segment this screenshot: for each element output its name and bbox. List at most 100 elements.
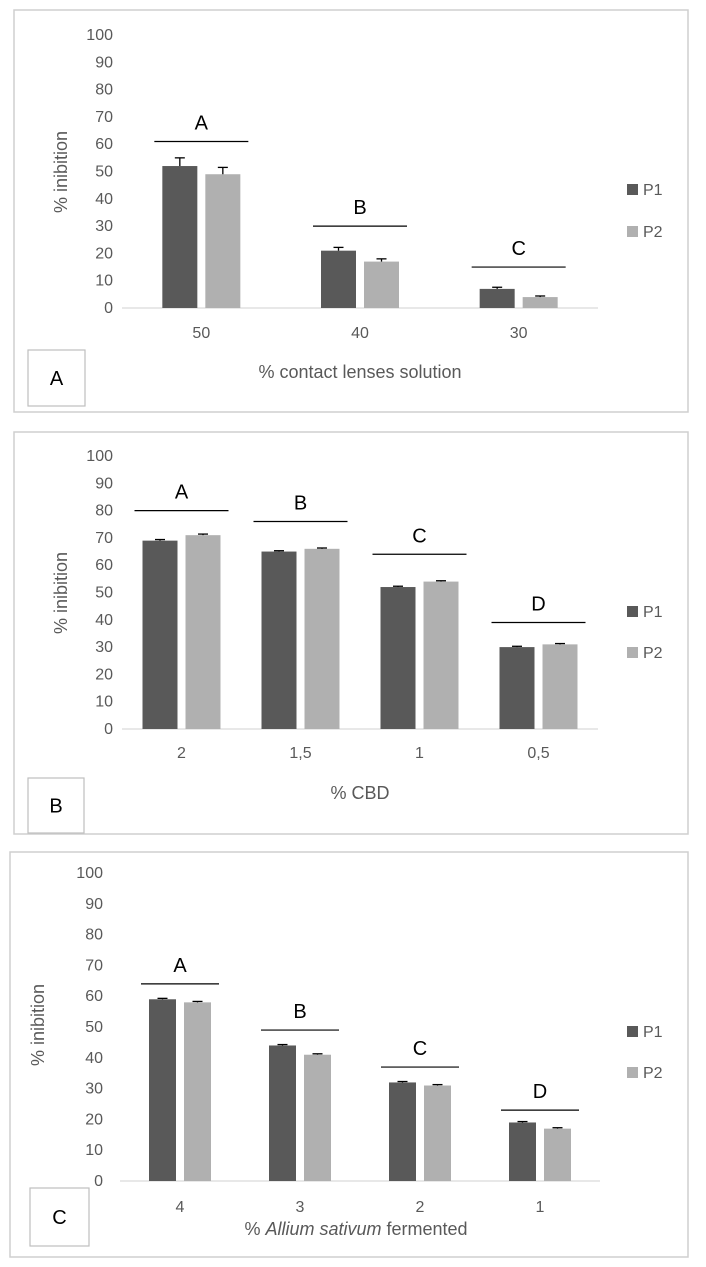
- y-tick-label: 0: [94, 1173, 103, 1190]
- bar-p1: [321, 250, 356, 308]
- legend-swatch-p1: [627, 184, 638, 195]
- y-tick-label: 60: [95, 557, 113, 574]
- panel-label-box: [27, 349, 86, 407]
- legend-swatch-p2: [627, 226, 638, 237]
- y-tick-label: 40: [85, 1050, 103, 1067]
- y-tick-label: 0: [104, 300, 113, 317]
- significance-letter: B: [353, 197, 366, 219]
- legend-swatch-p2: [627, 1067, 638, 1078]
- y-tick-label: 70: [95, 530, 113, 547]
- bar-p2: [424, 1085, 451, 1181]
- y-tick-label: 90: [95, 54, 113, 71]
- legend-label-p2: P2: [643, 645, 663, 662]
- y-tick-label: 60: [95, 136, 113, 153]
- y-tick-label: 40: [95, 191, 113, 208]
- y-tick-label: 60: [85, 988, 103, 1005]
- legend-label-p1: P1: [643, 182, 663, 199]
- y-tick-label: 70: [95, 109, 113, 126]
- x-tick-label: 30: [510, 325, 528, 342]
- y-tick-label: 90: [95, 475, 113, 492]
- x-tick-label: 50: [192, 325, 210, 342]
- chart-panel-a: 0 10 20 30 40 50 60 70 80 90 100 % inibition 50 A 40 B 3…: [13, 9, 689, 413]
- y-tick-label: 50: [95, 585, 113, 602]
- legend-swatch-p2: [627, 647, 638, 658]
- y-tick-label: 0: [104, 721, 113, 738]
- bar-p1: [269, 1045, 296, 1181]
- x-axis-title-part: Allium sativum: [264, 1219, 381, 1239]
- panel-frame: [13, 9, 689, 413]
- y-tick-label: 100: [76, 865, 103, 882]
- y-tick-label: 80: [95, 503, 113, 520]
- y-tick-label: 100: [86, 448, 113, 465]
- bar-p1: [499, 647, 535, 729]
- x-axis-title-part: fermented: [382, 1219, 468, 1239]
- x-tick-label: 1: [415, 745, 424, 762]
- bar-p2: [205, 174, 241, 308]
- significance-letter: B: [294, 493, 307, 515]
- panel-label: A: [50, 368, 64, 390]
- y-tick-label: 20: [85, 1111, 103, 1128]
- panel-frame: [13, 431, 689, 835]
- x-axis-title-part: %: [244, 1219, 265, 1239]
- bar-p2: [304, 548, 340, 729]
- significance-letter: C: [511, 238, 525, 260]
- x-axis-title: % Allium sativum fermented: [244, 1219, 467, 1239]
- bar-p1: [380, 587, 416, 729]
- panel-label: C: [52, 1207, 66, 1229]
- bar-p1: [149, 999, 176, 1181]
- x-tick-label: 1,5: [289, 745, 311, 762]
- legend-swatch-p1: [627, 606, 638, 617]
- x-axis-title: % contact lenses solution: [258, 362, 461, 382]
- x-tick-label: 0,5: [527, 745, 549, 762]
- panel-frame: [9, 851, 689, 1258]
- significance-letter: C: [413, 1038, 427, 1060]
- y-tick-label: 90: [85, 896, 103, 913]
- significance-letter: D: [533, 1081, 547, 1103]
- y-axis-title: % inibition: [51, 131, 71, 213]
- y-axis-title: % inibition: [51, 552, 71, 634]
- bar-p1: [509, 1122, 536, 1181]
- bar-p2: [423, 581, 459, 729]
- y-axis-title: % inibition: [28, 984, 48, 1066]
- y-tick-label: 30: [85, 1081, 103, 1098]
- y-tick-label: 10: [95, 694, 113, 711]
- bar-p1: [162, 166, 198, 308]
- chart-panel-c: 0 10 20 30 40 50 60 70 80 90 100 % inibition 4 A 3 B 2 C 1…: [9, 851, 689, 1258]
- y-tick-label: 100: [86, 27, 113, 44]
- significance-letter: A: [173, 955, 187, 977]
- bar-p2: [544, 1128, 571, 1181]
- y-tick-label: 10: [85, 1142, 103, 1159]
- bar-p2: [184, 1002, 211, 1181]
- legend-label-p1: P1: [643, 1024, 663, 1041]
- x-tick-label: 3: [296, 1199, 305, 1216]
- y-tick-label: 20: [95, 666, 113, 683]
- significance-letter: A: [175, 482, 189, 504]
- y-tick-label: 10: [95, 273, 113, 290]
- x-tick-label: 4: [176, 1199, 185, 1216]
- significance-letter: D: [531, 594, 545, 616]
- y-tick-label: 80: [95, 82, 113, 99]
- y-tick-label: 40: [95, 612, 113, 629]
- y-tick-label: 50: [85, 1019, 103, 1036]
- significance-letter: C: [412, 525, 426, 547]
- bar-p2: [185, 535, 221, 729]
- panel-label-box: [27, 777, 85, 834]
- bar-p1: [389, 1082, 416, 1181]
- significance-letter: B: [293, 1001, 306, 1023]
- x-tick-label: 2: [177, 745, 186, 762]
- y-tick-label: 80: [85, 927, 103, 944]
- x-tick-label: 1: [536, 1199, 545, 1216]
- bar-p1: [479, 288, 515, 308]
- y-tick-label: 20: [95, 245, 113, 262]
- x-tick-label: 40: [351, 325, 369, 342]
- y-tick-label: 30: [95, 218, 113, 235]
- panel-label-box: [29, 1187, 90, 1247]
- bar-p2: [522, 297, 558, 308]
- bar-p2: [542, 644, 578, 729]
- y-tick-label: 30: [95, 639, 113, 656]
- legend-label-p1: P1: [643, 604, 663, 621]
- bar-p2: [304, 1054, 331, 1181]
- chart-panel-b: 0 10 20 30 40 50 60 70 80 90 100 % inibition 2 A 1,5 B 1…: [13, 431, 689, 835]
- bar-p2: [364, 261, 399, 308]
- bar-p1: [261, 551, 297, 729]
